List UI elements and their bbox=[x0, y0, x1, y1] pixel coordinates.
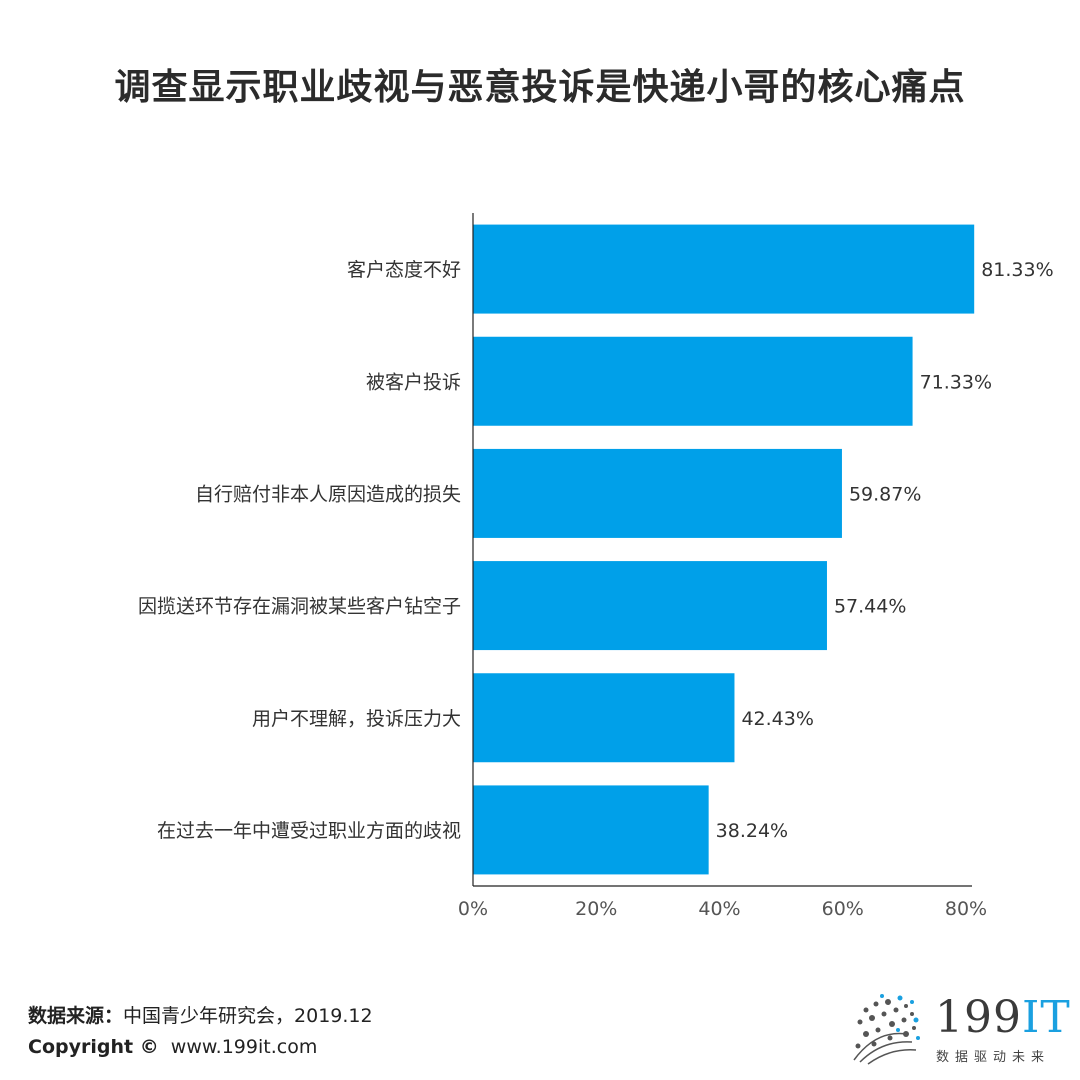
bar bbox=[473, 785, 709, 875]
x-tick-label: 40% bbox=[698, 898, 740, 920]
data-label: 38.24% bbox=[716, 820, 788, 842]
category-label: 被客户投诉 bbox=[366, 371, 461, 393]
bar bbox=[473, 561, 827, 651]
category-label: 客户态度不好 bbox=[347, 259, 461, 281]
data-label: 71.33% bbox=[920, 371, 992, 393]
data-label: 42.43% bbox=[741, 708, 813, 730]
bar bbox=[473, 448, 842, 538]
website-text: www.199it.com bbox=[170, 1036, 318, 1058]
data-label: 59.87% bbox=[849, 483, 921, 505]
category-label: 自行赔付非本人原因造成的损失 bbox=[195, 483, 461, 505]
x-tick-label: 20% bbox=[575, 898, 617, 920]
bar bbox=[473, 336, 913, 426]
category-label: 在过去一年中遭受过职业方面的歧视 bbox=[157, 820, 461, 842]
category-label: 因揽送环节存在漏洞被某些客户钻空子 bbox=[138, 596, 461, 618]
x-tick-label: 60% bbox=[822, 898, 864, 920]
logo-wordmark: 199IT bbox=[935, 992, 1071, 1043]
bar bbox=[473, 673, 735, 763]
source-label: 数据来源： bbox=[28, 1005, 124, 1027]
category-label: 用户不理解，投诉压力大 bbox=[252, 708, 461, 730]
copyright-label: Copyright © bbox=[28, 1036, 159, 1058]
logo-graphic-icon bbox=[853, 994, 920, 1065]
bar bbox=[473, 224, 975, 314]
x-tick-label: 0% bbox=[458, 898, 488, 920]
data-source: 数据来源：中国青少年研究会，2019.12 bbox=[28, 1001, 373, 1028]
x-tick-label: 80% bbox=[945, 898, 987, 920]
copyright: Copyright © www.199it.com bbox=[28, 1036, 317, 1058]
logo-tagline: 数据驱动未来 bbox=[936, 1050, 1051, 1065]
chart-title: 调查显示职业歧视与恶意投诉是快递小哥的核心痛点 bbox=[114, 67, 966, 108]
data-label: 57.44% bbox=[834, 596, 906, 618]
data-label: 81.33% bbox=[981, 259, 1053, 281]
source-text: 中国青少年研究会，2019.12 bbox=[123, 1005, 373, 1027]
